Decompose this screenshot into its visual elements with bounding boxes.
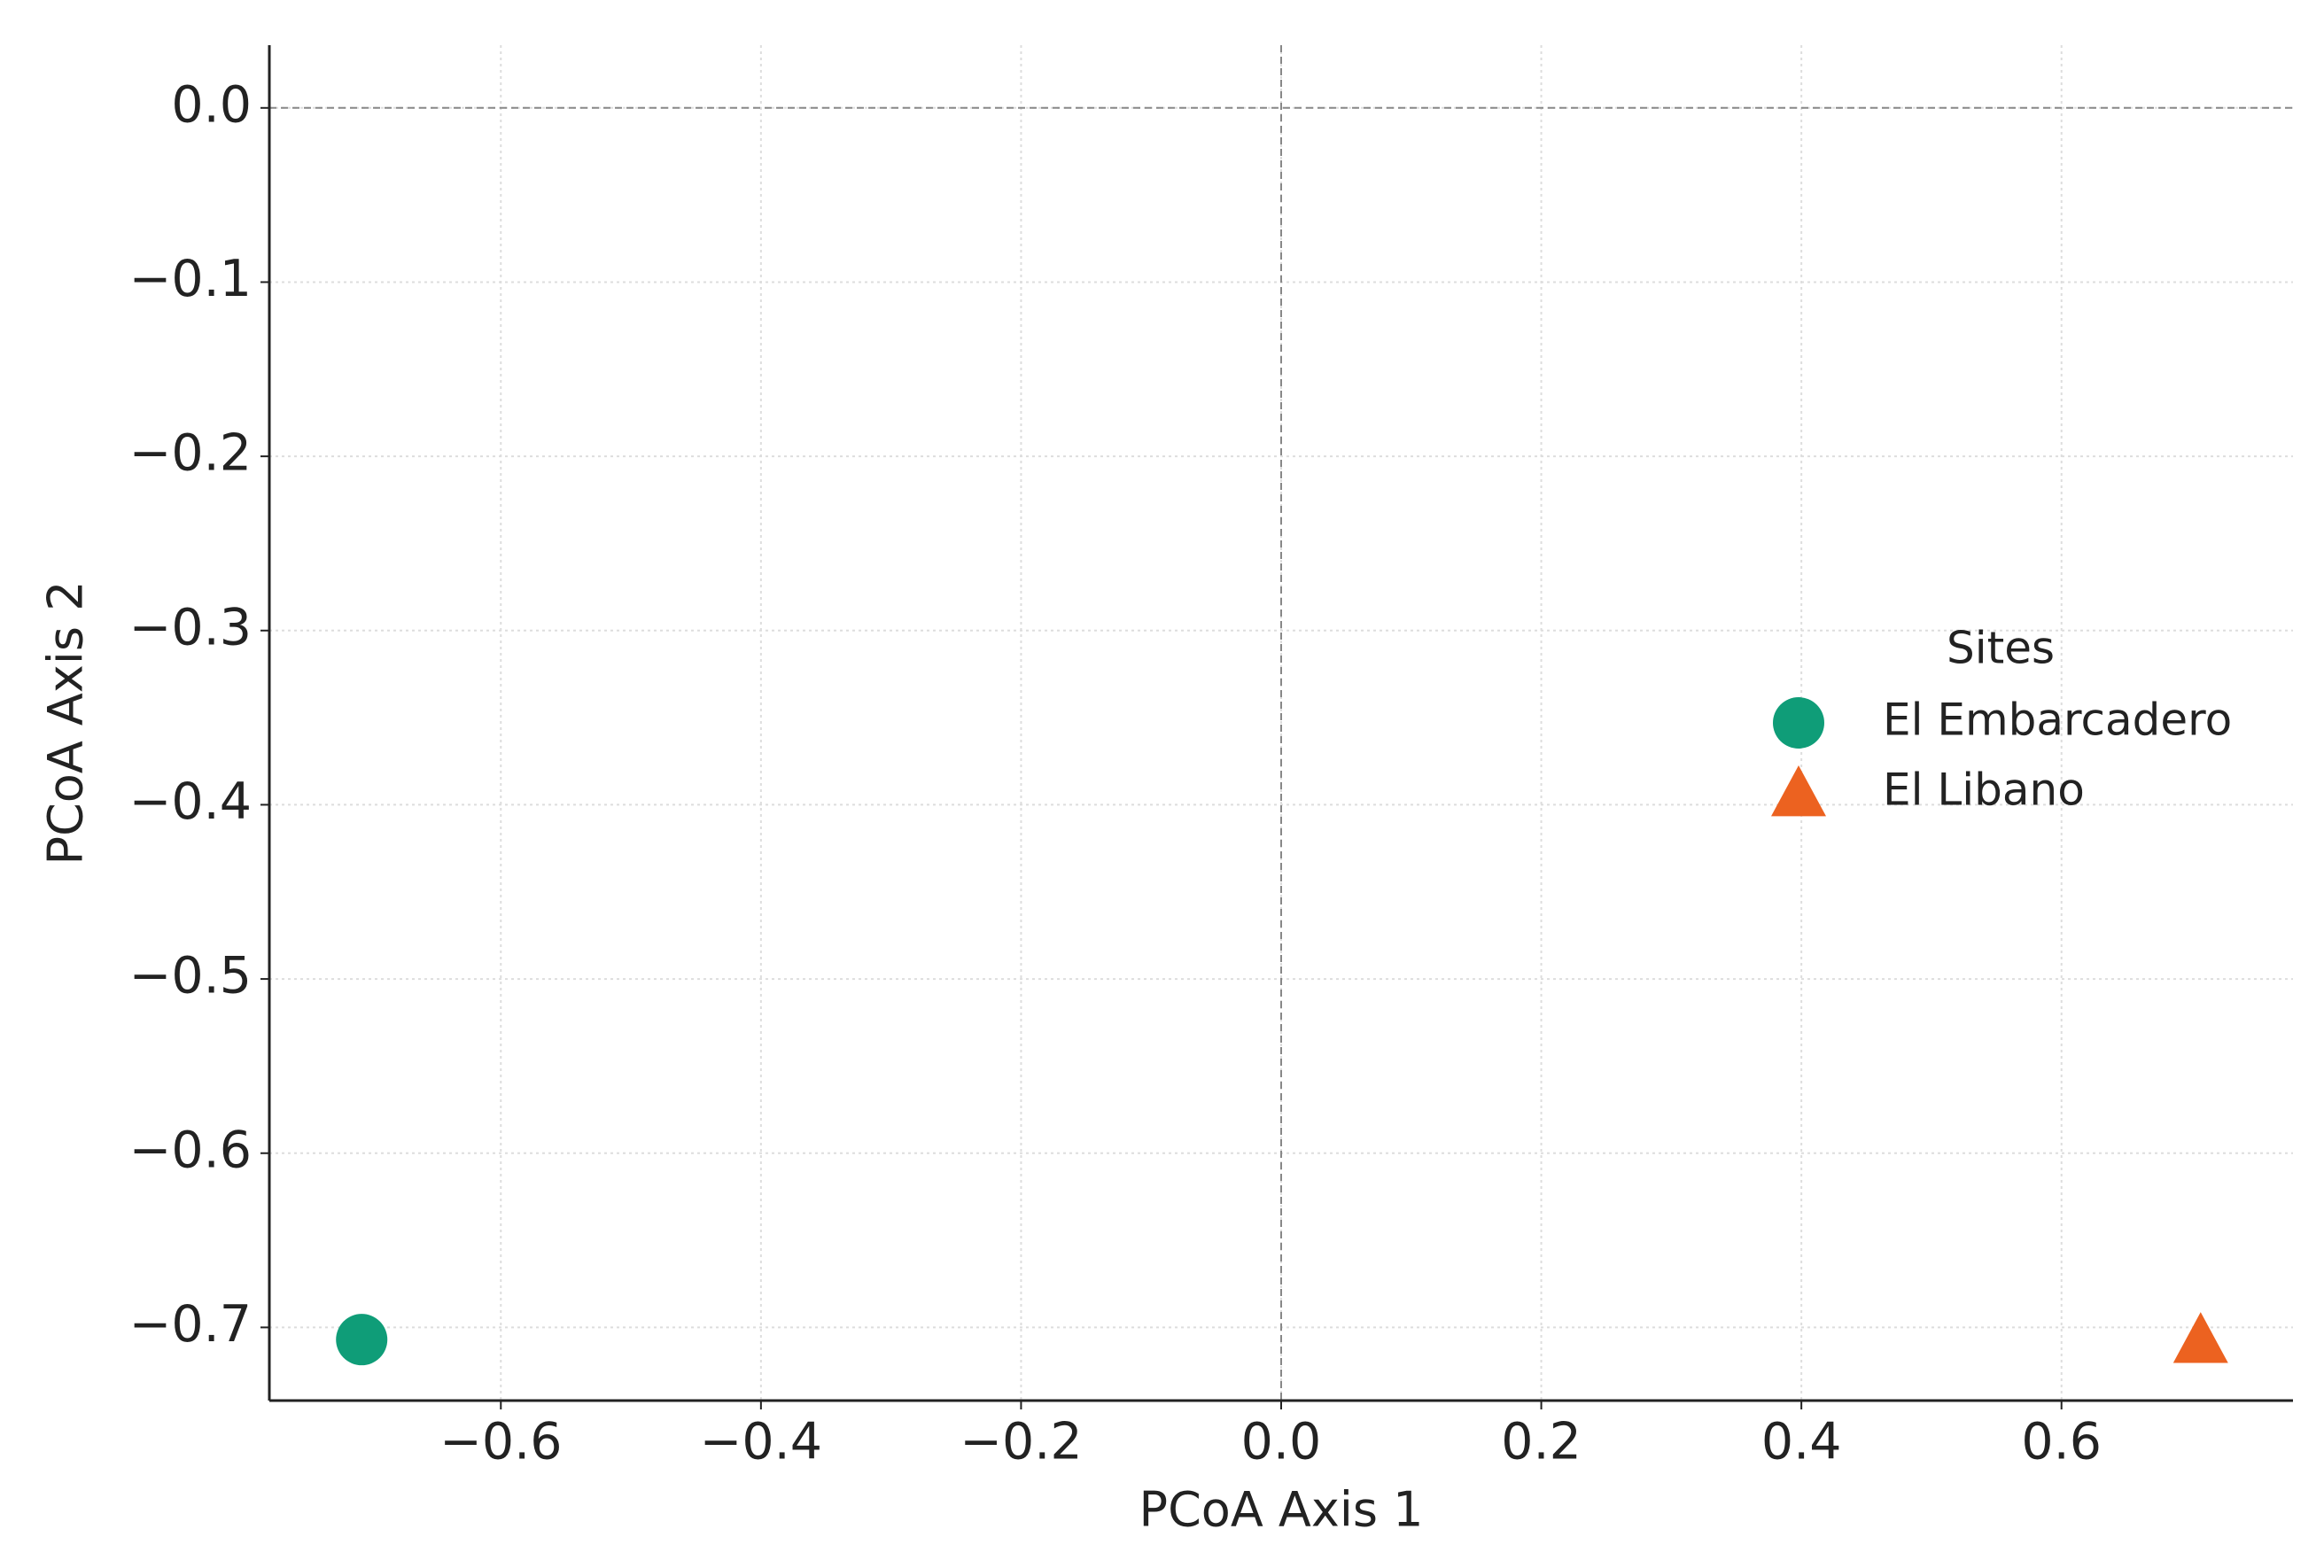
y-tick-label: −0.2 — [129, 424, 252, 483]
legend-label: El Embarcadero — [1883, 695, 2232, 746]
y-tick-label: −0.6 — [129, 1121, 252, 1179]
legend-marker — [1773, 697, 1824, 749]
legend-title: Sites — [1947, 623, 2055, 674]
legend-marker — [1771, 765, 1826, 817]
y-tick-label: −0.7 — [129, 1295, 252, 1354]
x-tick-label: 0.6 — [2021, 1413, 2102, 1471]
y-tick-label: −0.5 — [129, 947, 252, 1005]
x-tick-label: 0.0 — [1241, 1413, 1322, 1471]
x-tick-label: −0.4 — [700, 1413, 822, 1471]
x-tick-label: 0.4 — [1761, 1413, 1842, 1471]
data-point — [2172, 1312, 2228, 1363]
x-tick-label: 0.2 — [1501, 1413, 1582, 1471]
legend-label: El Libano — [1883, 765, 2085, 816]
y-tick-label: −0.4 — [129, 772, 252, 831]
y-axis-label: PCoA Axis 2 — [38, 581, 94, 866]
y-tick-label: −0.3 — [129, 598, 252, 656]
y-tick-label: −0.1 — [129, 250, 252, 308]
x-tick-label: −0.6 — [439, 1413, 562, 1471]
x-tick-label: −0.2 — [960, 1413, 1082, 1471]
data-point — [336, 1314, 388, 1366]
x-axis-label: PCoA Axis 1 — [1139, 1482, 1424, 1538]
y-tick-label: 0.0 — [171, 75, 252, 134]
